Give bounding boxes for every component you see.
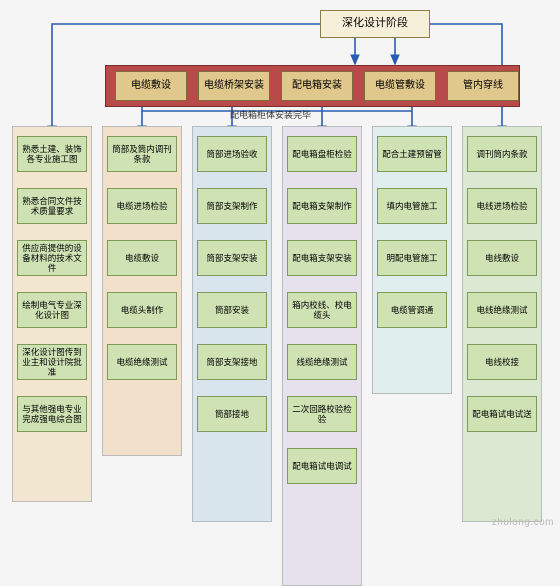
item-2-3: 筒部安装 (197, 292, 267, 328)
item-3-5: 二次回路校验检验 (287, 396, 357, 432)
item-5-1: 电线进场检验 (467, 188, 537, 224)
item-3-1: 配电箱支架制作 (287, 188, 357, 224)
item-5-3: 电线绝缘测试 (467, 292, 537, 328)
header-box-2: 配电箱安装 (281, 71, 353, 101)
item-5-4: 电线校接 (467, 344, 537, 380)
item-4-1: 填内电管施工 (377, 188, 447, 224)
column-bg-1 (102, 126, 182, 456)
item-2-0: 筒部进场验收 (197, 136, 267, 172)
item-1-4: 电缆绝缘测试 (107, 344, 177, 380)
item-5-2: 电线敷设 (467, 240, 537, 276)
item-3-6: 配电箱试电调试 (287, 448, 357, 484)
item-5-5: 配电箱试电试送 (467, 396, 537, 432)
item-0-4: 深化设计图传到业主和设计院批准 (17, 344, 87, 380)
item-3-0: 配电箱盘柜检验 (287, 136, 357, 172)
item-3-2: 配电箱支架安装 (287, 240, 357, 276)
item-2-4: 筒部支架接地 (197, 344, 267, 380)
item-3-4: 线缆绝缘测试 (287, 344, 357, 380)
item-4-2: 明配电管施工 (377, 240, 447, 276)
item-1-1: 电缆进场检验 (107, 188, 177, 224)
header-box-0: 电缆敷设 (115, 71, 187, 101)
header-box-3: 电缆管敷设 (364, 71, 436, 101)
item-0-5: 与其他强电专业完成强电综合图 (17, 396, 87, 432)
header-box-1: 电缆桥架安装 (198, 71, 270, 101)
item-4-3: 电缆管调通 (377, 292, 447, 328)
item-4-0: 配合土建预留管 (377, 136, 447, 172)
watermark: zhulong.com (492, 517, 554, 528)
subtitle: 配电箱柜体安装完毕 (230, 108, 311, 121)
header-box-4: 管内穿线 (447, 71, 519, 101)
item-1-0: 筒部及筒内调刊条款 (107, 136, 177, 172)
item-3-3: 箱内校线、校电缆头 (287, 292, 357, 328)
item-2-1: 筒部支架制作 (197, 188, 267, 224)
item-1-3: 电缆头制作 (107, 292, 177, 328)
item-0-3: 绘制电气专业深化设计图 (17, 292, 87, 328)
item-2-5: 筒部接地 (197, 396, 267, 432)
item-0-1: 熟悉合同文件技术质量要求 (17, 188, 87, 224)
item-5-0: 调刊筒内条款 (467, 136, 537, 172)
item-0-0: 熟悉土建、装饰各专业施工图 (17, 136, 87, 172)
item-0-2: 供应商提供的设备材料的技术文件 (17, 240, 87, 276)
top-node: 深化设计阶段 (320, 10, 430, 38)
item-2-2: 筒部支架安装 (197, 240, 267, 276)
item-1-2: 电缆敷设 (107, 240, 177, 276)
